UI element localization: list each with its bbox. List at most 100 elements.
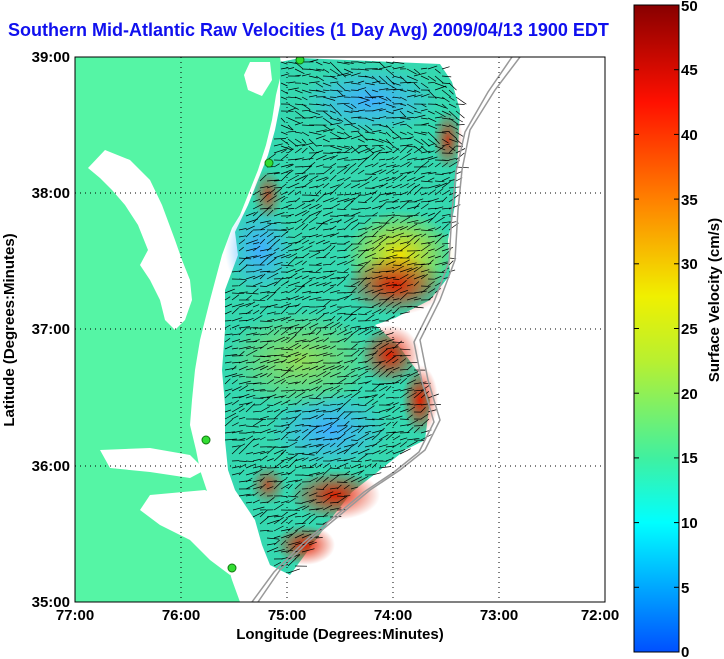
velocity-arrow (322, 218, 333, 224)
velocity-arrow (434, 275, 442, 280)
velocity-arrow (301, 210, 310, 217)
velocity-arrow (287, 512, 298, 518)
velocity-arrow (371, 472, 382, 476)
velocity-arrow (371, 108, 383, 112)
velocity-arrow (427, 296, 434, 301)
velocity-arrow (245, 225, 255, 231)
velocity-arrow (343, 393, 353, 399)
velocity-arrow (406, 414, 413, 420)
velocity-arrow (343, 365, 349, 371)
velocity-arrow (378, 116, 387, 119)
velocity-arrow (336, 178, 345, 182)
velocity-arrow (252, 190, 261, 196)
velocity-arrow (371, 327, 381, 329)
velocity-arrow (287, 253, 298, 259)
velocity-arrow (385, 207, 394, 210)
velocity-arrow (308, 198, 315, 203)
velocity-arrow (231, 379, 238, 385)
velocity-arrow (420, 82, 429, 89)
velocity-arrow (252, 382, 262, 385)
velocity-arrow (294, 175, 307, 182)
velocity-arrow (259, 207, 272, 210)
velocity-arrow (280, 549, 294, 553)
velocity-arrow (364, 163, 374, 168)
velocity-field (222, 58, 469, 575)
velocity-arrow (357, 396, 370, 399)
velocity-arrow (252, 468, 263, 476)
velocity-arrow (329, 330, 337, 336)
velocity-arrow (315, 249, 324, 252)
velocity-arrow (259, 428, 271, 434)
velocity-arrow (378, 235, 390, 245)
velocity-arrow (259, 355, 271, 358)
velocity-arrow (266, 497, 275, 504)
velocity-arrow (406, 403, 414, 406)
velocity-arrow (322, 312, 330, 315)
velocity-arrow (315, 472, 325, 476)
velocity-arrow (329, 203, 340, 210)
velocity-arrow (322, 299, 330, 301)
velocity-arrow (294, 131, 303, 134)
velocity-arrow (266, 242, 276, 252)
velocity-arrow (364, 82, 375, 86)
velocity-arrow (371, 361, 383, 364)
velocity-arrow (343, 285, 356, 287)
velocity-arrow (315, 145, 323, 147)
velocity-arrow (385, 192, 396, 196)
velocity-arrow (434, 68, 441, 74)
velocity-arrow (315, 456, 324, 462)
velocity-arrow (392, 287, 403, 294)
velocity-arrow (336, 151, 350, 154)
velocity-arrow (238, 416, 246, 420)
map-plot-area (74, 56, 606, 603)
velocity-arrow (280, 518, 288, 525)
velocity-arrow (266, 325, 273, 329)
velocity-arrow (357, 365, 369, 371)
velocity-arrow (308, 94, 318, 98)
velocity-arrow (315, 445, 325, 455)
velocity-arrow (280, 228, 289, 231)
velocity-arrow (329, 407, 341, 413)
velocity-arrow (301, 344, 310, 350)
velocity-arrow (224, 388, 233, 392)
velocity-arrow (287, 391, 297, 399)
velocity-arrow (273, 138, 287, 140)
velocity-arrow (364, 217, 371, 224)
velocity-arrow (266, 404, 274, 406)
velocity-arrow (336, 131, 345, 135)
velocity-arrow (308, 386, 319, 392)
velocity-arrow (392, 61, 405, 64)
velocity-arrow (406, 223, 418, 231)
velocity-arrow (231, 386, 242, 392)
velocity-arrow (427, 255, 435, 259)
velocity-arrow (385, 96, 392, 102)
velocity-arrow (371, 308, 382, 315)
velocity-arrow (448, 124, 458, 130)
velocity-arrow (364, 314, 375, 322)
velocity-arrow (245, 346, 256, 350)
velocity-arrow (371, 190, 378, 196)
velocity-arrow (322, 426, 332, 434)
velocity-arrow (413, 389, 425, 399)
velocity-arrow (301, 142, 314, 147)
velocity-arrow (371, 350, 379, 357)
velocity-arrow (273, 446, 286, 449)
station-marker (264, 158, 274, 168)
velocity-arrow (322, 103, 331, 107)
velocity-arrow (392, 155, 399, 161)
velocity-arrow (357, 80, 365, 84)
velocity-arrow (448, 260, 454, 266)
velocity-arrow (273, 515, 281, 518)
velocity-arrow (371, 221, 380, 224)
velocity-arrow (301, 279, 313, 287)
velocity-arrow (273, 430, 282, 434)
velocity-arrow (385, 131, 391, 137)
velocity-arrow (266, 394, 277, 399)
velocity-arrow (301, 322, 311, 329)
velocity-arrow (399, 267, 413, 273)
velocity-arrow (301, 505, 310, 511)
velocity-arrow (308, 161, 316, 168)
velocity-arrow (266, 209, 274, 217)
velocity-arrow (329, 117, 341, 122)
velocity-arrow (266, 345, 275, 350)
